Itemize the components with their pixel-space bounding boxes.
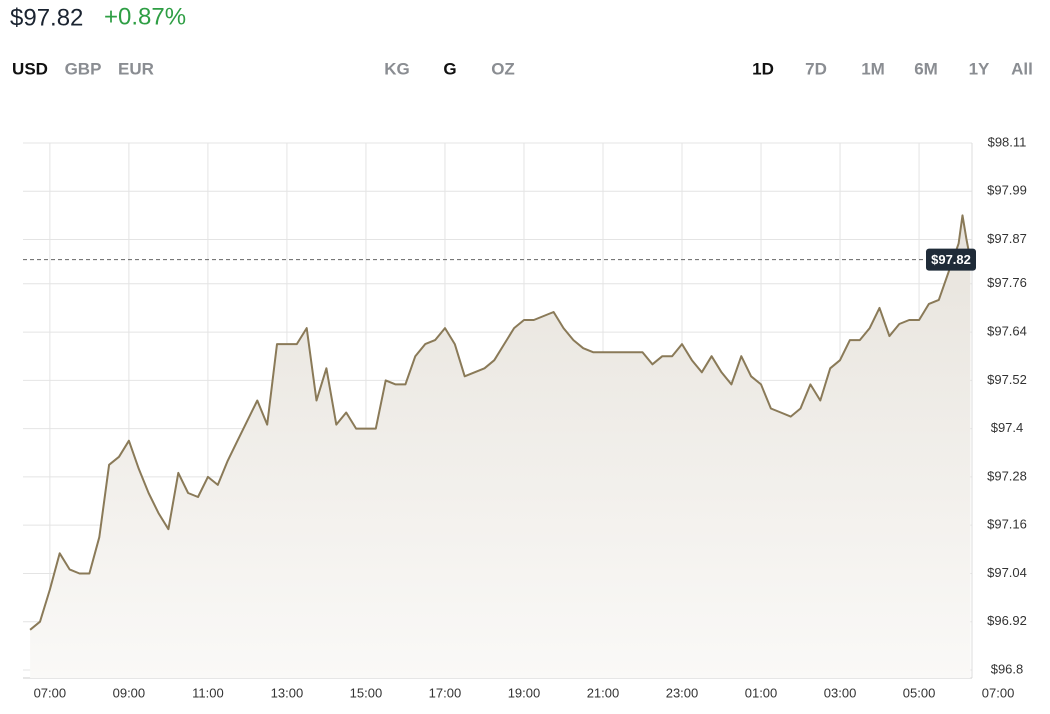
y-tick-label: $96.92: [987, 613, 1027, 628]
price: $97.82: [10, 4, 83, 31]
y-tick-label: $97.28: [987, 468, 1027, 483]
y-tick-label: $98.11: [988, 134, 1027, 149]
tab[interactable]: GBP: [65, 59, 102, 78]
tab[interactable]: KG: [384, 59, 410, 78]
x-tick-label: 17:00: [429, 685, 462, 700]
y-tick-label: $97.99: [987, 183, 1027, 198]
x-tick-label: 19:00: [508, 685, 541, 700]
tab[interactable]: USD: [12, 59, 48, 78]
current-price-box: [926, 248, 976, 271]
x-tick-label: 11:00: [192, 685, 224, 700]
price-line: [29, 214, 972, 631]
current-price-label: $97.82: [931, 252, 971, 267]
y-tick-label: $97.4: [991, 420, 1024, 435]
y-tick-label: $97.04: [987, 565, 1027, 580]
x-tick-label: 21:00: [587, 685, 620, 700]
x-tick-label: 15:00: [350, 685, 383, 700]
x-tick-label: 05:00: [903, 685, 936, 700]
tab[interactable]: All: [1011, 59, 1033, 78]
x-tick-label: 07:00: [982, 685, 1015, 700]
tab[interactable]: 1Y: [969, 59, 990, 78]
tab[interactable]: 7D: [805, 59, 827, 78]
x-tick-label: 07:00: [34, 685, 67, 700]
y-tick-label: $96.8: [991, 661, 1024, 676]
y-tick-label: $97.52: [987, 372, 1027, 387]
y-tick-label: $97.76: [987, 275, 1027, 290]
area: [30, 215, 971, 678]
tab[interactable]: OZ: [491, 59, 515, 78]
x-tick-label: 13:00: [271, 685, 304, 700]
y-tick-label: $97.16: [987, 517, 1027, 532]
tab[interactable]: EUR: [118, 59, 154, 78]
price-change: +0.87%: [104, 3, 186, 30]
y-tick-label: $97.87: [987, 231, 1027, 246]
tab[interactable]: 1D: [752, 59, 774, 78]
x-tick-label: 03:00: [824, 685, 857, 700]
tab[interactable]: 1M: [861, 59, 885, 78]
x-tick-label: 23:00: [666, 685, 699, 700]
tab[interactable]: G: [443, 59, 456, 78]
tab[interactable]: 6M: [914, 59, 938, 78]
x-tick-label: 01:00: [745, 685, 778, 700]
y-tick-label: $97.64: [987, 324, 1027, 339]
x-tick-label: 09:00: [113, 685, 146, 700]
